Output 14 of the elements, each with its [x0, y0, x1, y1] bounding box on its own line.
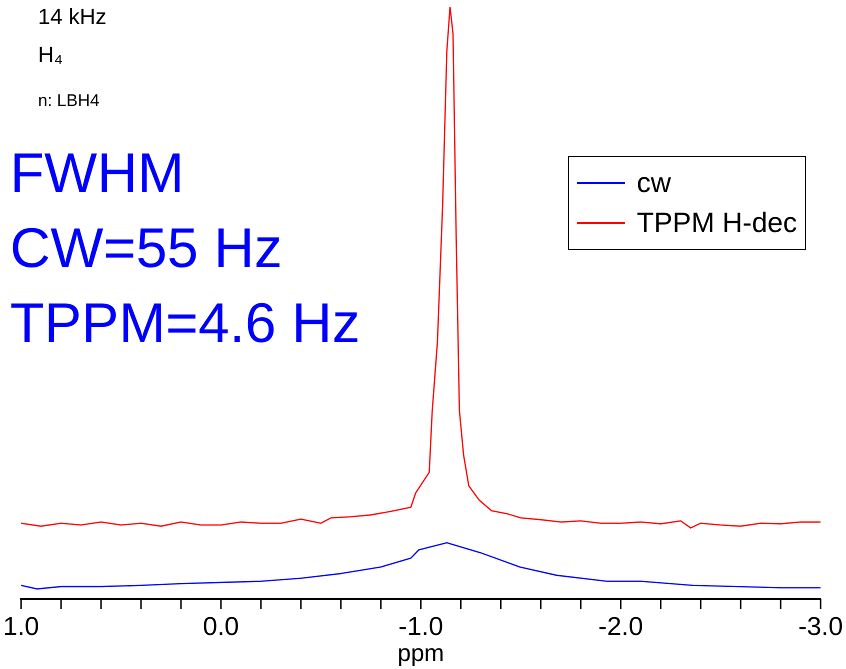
x-tick-label: 0.0: [202, 610, 240, 641]
legend-label: TPPM H-dec: [636, 207, 797, 239]
legend-label: cw: [636, 167, 671, 199]
x-tick-label: 1.0: [2, 610, 40, 641]
annotation: FWHM: [10, 141, 184, 204]
annotation: CW=55 Hz: [10, 216, 282, 279]
x-tick-label: -3.0: [798, 610, 844, 641]
annotation: n: LBH4: [38, 91, 100, 110]
x-tick-label: -2.0: [598, 610, 644, 641]
annotation: 14 kHz: [38, 4, 106, 29]
annotation: H₄: [38, 42, 63, 67]
x-axis-title: ppm: [397, 640, 444, 668]
annotation: TPPM=4.6 Hz: [10, 291, 360, 354]
x-tick-label: -1.0: [398, 610, 444, 641]
